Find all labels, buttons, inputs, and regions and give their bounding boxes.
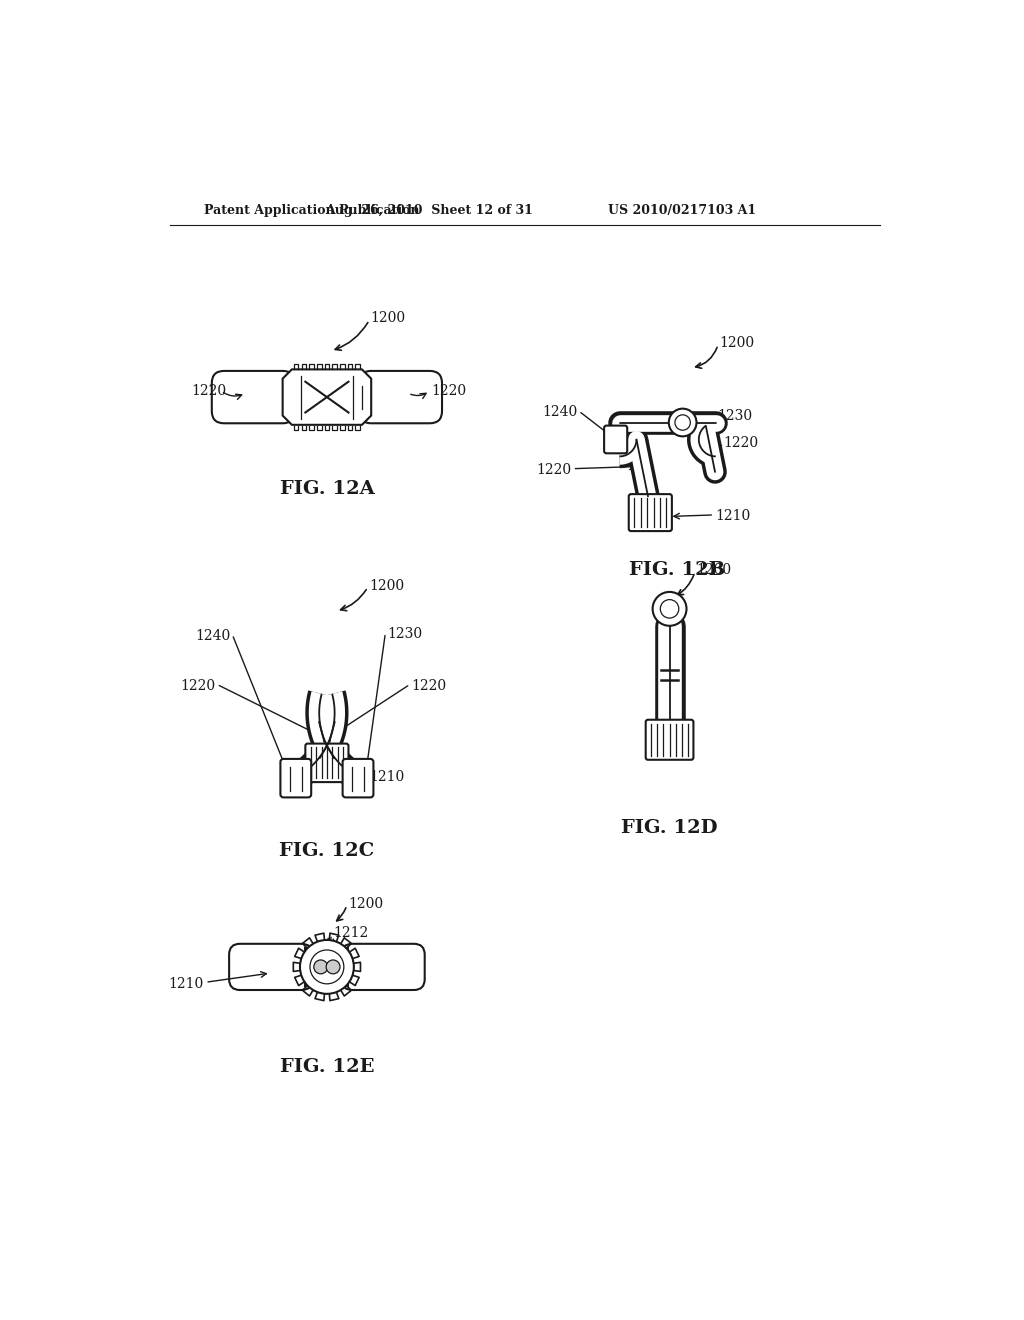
Circle shape <box>310 950 344 983</box>
Circle shape <box>675 414 690 430</box>
Text: 1210: 1210 <box>370 770 404 784</box>
Text: FIG. 12D: FIG. 12D <box>622 820 718 837</box>
FancyBboxPatch shape <box>305 743 348 781</box>
Text: Patent Application Publication: Patent Application Publication <box>204 205 419 218</box>
FancyBboxPatch shape <box>212 371 295 424</box>
Text: 1240: 1240 <box>542 405 578 420</box>
FancyBboxPatch shape <box>343 759 374 797</box>
Text: FIG. 12E: FIG. 12E <box>280 1059 374 1076</box>
Text: 1220: 1220 <box>412 678 446 693</box>
Text: 1200: 1200 <box>370 578 404 593</box>
Text: FIG. 12C: FIG. 12C <box>280 842 375 861</box>
Circle shape <box>669 409 696 437</box>
Text: 1200: 1200 <box>720 337 755 350</box>
Text: FIG. 12B: FIG. 12B <box>629 561 725 579</box>
Text: 1220: 1220 <box>180 678 215 693</box>
Circle shape <box>313 960 328 974</box>
FancyBboxPatch shape <box>229 944 312 990</box>
Text: 1220: 1220 <box>536 463 571 478</box>
FancyBboxPatch shape <box>604 425 628 453</box>
FancyBboxPatch shape <box>342 944 425 990</box>
Circle shape <box>652 591 686 626</box>
Text: 1230: 1230 <box>717 409 753 424</box>
Circle shape <box>300 940 354 994</box>
Text: FIG. 12A: FIG. 12A <box>280 480 375 499</box>
Text: US 2010/0217103 A1: US 2010/0217103 A1 <box>608 205 756 218</box>
Text: 1210: 1210 <box>716 510 751 524</box>
Text: 1200: 1200 <box>348 896 384 911</box>
FancyBboxPatch shape <box>629 494 672 531</box>
Text: 1240: 1240 <box>196 628 230 643</box>
FancyBboxPatch shape <box>281 759 311 797</box>
Text: 1220: 1220 <box>191 384 227 397</box>
FancyBboxPatch shape <box>646 719 693 760</box>
Text: Aug. 26, 2010  Sheet 12 of 31: Aug. 26, 2010 Sheet 12 of 31 <box>326 205 534 218</box>
Text: 1200: 1200 <box>696 564 731 577</box>
Text: 1220: 1220 <box>431 384 466 397</box>
Polygon shape <box>283 370 371 425</box>
Text: 1212: 1212 <box>333 927 369 940</box>
Text: 1200: 1200 <box>371 310 406 325</box>
Text: 1220: 1220 <box>724 437 759 450</box>
FancyBboxPatch shape <box>358 371 442 424</box>
Circle shape <box>660 599 679 618</box>
Text: 1230: 1230 <box>387 627 422 642</box>
Circle shape <box>326 960 340 974</box>
Text: 1210: 1210 <box>169 977 204 991</box>
